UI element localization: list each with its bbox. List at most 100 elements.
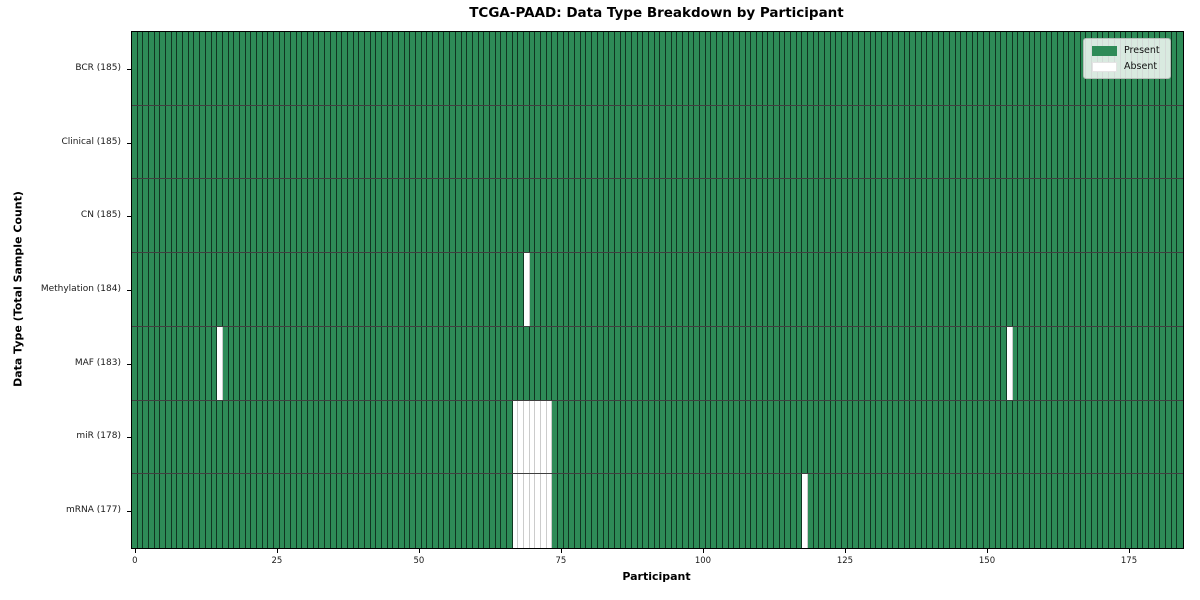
heatmap-cell [489,400,496,474]
heatmap-cell [688,474,695,548]
heatmap-cell [427,179,434,253]
legend-label: Present [1124,45,1160,56]
heatmap-cell [836,32,843,105]
heatmap-cell [893,105,899,179]
heatmap-cell [427,32,434,105]
heatmap-cell [898,400,905,474]
heatmap-cell [921,326,928,400]
heatmap-row-methylation [132,253,1183,327]
heatmap-cell [251,253,257,326]
heatmap-cell [734,105,740,179]
heatmap-cell [1131,105,1138,179]
heatmap-cell [904,253,911,326]
heatmap-cell [1148,474,1155,548]
legend-entry-present: Present [1092,45,1162,56]
heatmap-cell [1001,326,1007,400]
heatmap-cell [336,105,343,179]
heatmap-cell [1001,474,1007,548]
heatmap-cell [472,32,479,105]
heatmap-cell [166,179,172,253]
heatmap-cell [626,474,632,548]
heatmap-cell [745,326,752,400]
heatmap-cell [222,253,229,326]
heatmap-cell [1143,326,1149,400]
x-tick-mark [844,549,846,553]
heatmap-cell [472,326,479,400]
heatmap-cell [984,32,990,105]
x-tick-label: 175 [1120,556,1138,566]
heatmap-cell [404,179,411,253]
heatmap-cell [376,253,382,326]
heatmap-cell [376,474,382,548]
heatmap-cell [234,253,240,326]
heatmap-cell [438,32,445,105]
heatmap-cell [291,326,297,400]
heatmap-cell [166,326,172,400]
heatmap-cell [291,253,297,326]
heatmap-cell [933,326,939,400]
heatmap-cell [1137,105,1144,179]
heatmap-cell [660,32,667,105]
heatmap-cell [705,32,712,105]
heatmap-cell [1075,32,1081,105]
heatmap-cell [205,400,212,474]
heatmap-cell [575,326,581,400]
heatmap-cell [421,253,428,326]
heatmap-cell [188,179,195,253]
heatmap-cell [666,474,672,548]
heatmap-cell [1160,179,1166,253]
heatmap-cell [802,32,809,105]
heatmap-cell [296,179,303,253]
heatmap-cell [1109,253,1115,326]
heatmap-cell [245,326,252,400]
heatmap-cell [137,32,144,105]
heatmap-cell [523,32,530,105]
heatmap-cell [183,474,189,548]
heatmap-cell [637,32,644,105]
heatmap-cell [450,326,456,400]
heatmap-cell [700,105,706,179]
heatmap-cell [722,105,729,179]
heatmap-cell [194,179,201,253]
y-tick-label: miR (178) [76,431,121,442]
heatmap-cell [683,474,689,548]
heatmap-cell [302,32,309,105]
heatmap-cell [467,105,473,179]
heatmap-cell [620,474,627,548]
heatmap-cell [1109,326,1115,400]
heatmap-cell [421,474,428,548]
heatmap-cell [1012,105,1019,179]
heatmap-cell [864,32,871,105]
heatmap-cell [734,253,740,326]
heatmap-cell [347,105,354,179]
heatmap-cell [586,474,593,548]
heatmap-cell [955,32,962,105]
heatmap-cell [222,400,229,474]
heatmap-cell [1171,474,1178,548]
heatmap-cell [1131,400,1138,474]
y-tick-mark [127,363,131,365]
heatmap-cell [523,326,530,400]
heatmap-cell [1058,326,1064,400]
heatmap-cell [455,179,462,253]
heatmap-cell [785,326,791,400]
heatmap-cell [1154,105,1161,179]
heatmap-cell [421,105,428,179]
heatmap-cell [683,253,689,326]
heatmap-cell [1177,32,1183,105]
heatmap-cell [166,253,172,326]
heatmap-cell [808,326,814,400]
heatmap-cell [370,400,377,474]
heatmap-cell [853,32,860,105]
heatmap-cell [347,326,354,400]
heatmap-cell [518,105,524,179]
x-tick-mark [560,549,562,553]
heatmap-cell [1103,179,1110,253]
heatmap-cell [739,32,746,105]
heatmap-cell [575,253,581,326]
heatmap-cell [489,474,496,548]
heatmap-cell [768,253,774,326]
heatmap-cell [648,400,655,474]
heatmap-cell [847,400,854,474]
heatmap-cell [399,253,405,326]
